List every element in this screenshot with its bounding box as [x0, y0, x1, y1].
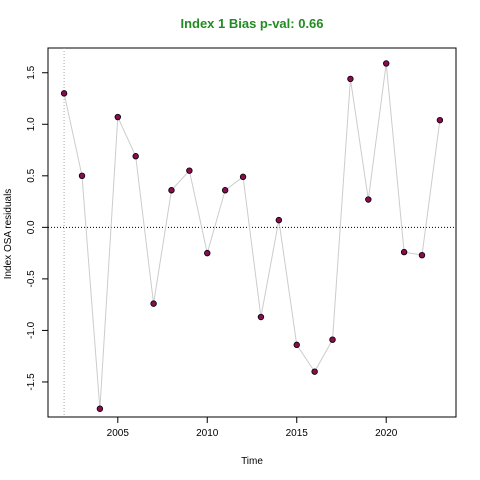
plot-border: [47, 47, 457, 418]
y-tick-label: 1.5: [26, 65, 37, 79]
data-point: [275, 216, 283, 224]
chart-title: Index 1 Bias p-val: 0.66: [180, 16, 323, 31]
y-tick-label: 0.0: [26, 220, 37, 234]
data-point: [221, 187, 229, 194]
data-point: [365, 196, 372, 203]
data-point: [436, 116, 444, 124]
data-point: [239, 173, 247, 181]
data-point: [383, 60, 390, 67]
data-point: [311, 368, 318, 375]
data-point: [150, 300, 157, 307]
data-point: [60, 90, 68, 97]
data-point: [257, 313, 265, 321]
x-tick-label: 2005: [107, 428, 130, 439]
x-tick-label: 2020: [375, 428, 398, 439]
data-point: [78, 172, 86, 180]
y-axis-label: Index OSA residuals: [3, 189, 14, 280]
data-point: [293, 341, 300, 349]
data-point: [347, 75, 354, 83]
data-point: [114, 113, 121, 121]
y-tick-label: 0.5: [26, 168, 37, 182]
data-point: [329, 336, 336, 343]
y-axis: -1.5 -1.0 -0.5 0.0 0.5 1.0 1.5: [26, 65, 48, 391]
y-tick-label: -1.0: [26, 321, 37, 339]
x-axis-label: Time: [241, 456, 263, 467]
data-point: [418, 251, 426, 259]
data-point: [96, 405, 104, 412]
data-point: [132, 153, 139, 160]
y-tick-label: 1.0: [26, 117, 37, 131]
data-point: [204, 249, 211, 257]
x-tick-label: 2015: [286, 428, 309, 439]
y-tick-label: -0.5: [26, 270, 37, 288]
x-tick-label: 2010: [196, 428, 219, 439]
data-point: [186, 167, 193, 174]
data-point: [400, 248, 408, 256]
y-tick-label: -1.5: [26, 373, 37, 391]
x-axis: 2005 2010 2015 2020: [107, 417, 398, 439]
series-line: [63, 63, 441, 409]
data-point: [168, 187, 175, 194]
data-points: [60, 60, 444, 412]
